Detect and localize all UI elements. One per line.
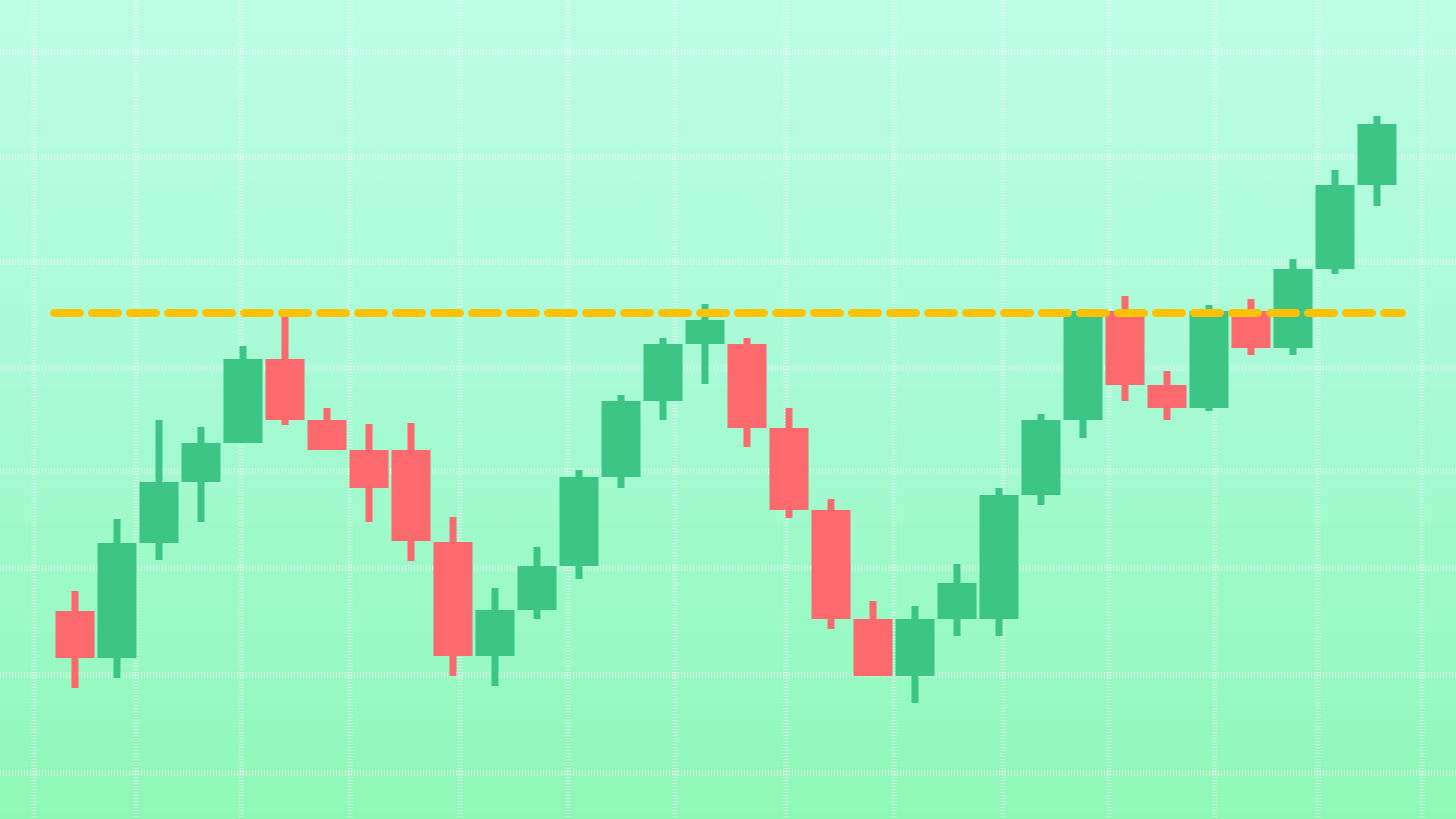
candle-body [1021,420,1061,495]
candle-body [559,477,599,566]
candle-body [55,611,95,658]
candle-body [265,359,305,420]
candle-body [307,420,347,450]
candle-body [979,495,1019,619]
candle-body [139,482,179,543]
candle-body [811,510,851,619]
candle-body [853,619,893,676]
candle-body [517,566,557,610]
candle-body [643,344,683,401]
candle-body [1063,311,1103,420]
candle-body [1147,385,1187,408]
candle-body [727,344,767,428]
candle-body [433,542,473,656]
candle-body [349,450,389,488]
candle-body [181,443,221,482]
candle-body [223,359,263,443]
candle-body [685,320,725,344]
candlestick-series [55,116,1397,703]
candle-body [391,450,431,541]
candle-body [1105,311,1145,385]
candle-body [895,619,935,676]
candle-body [769,428,809,510]
candle-body [475,610,515,656]
candle-body [97,543,137,658]
candle-body [601,401,641,477]
candle-body [1231,311,1271,348]
candle-body [937,583,977,619]
candle-body [1189,311,1229,408]
candle-body [1273,269,1313,348]
candle-body [1357,124,1397,185]
candle-body [1315,185,1355,269]
